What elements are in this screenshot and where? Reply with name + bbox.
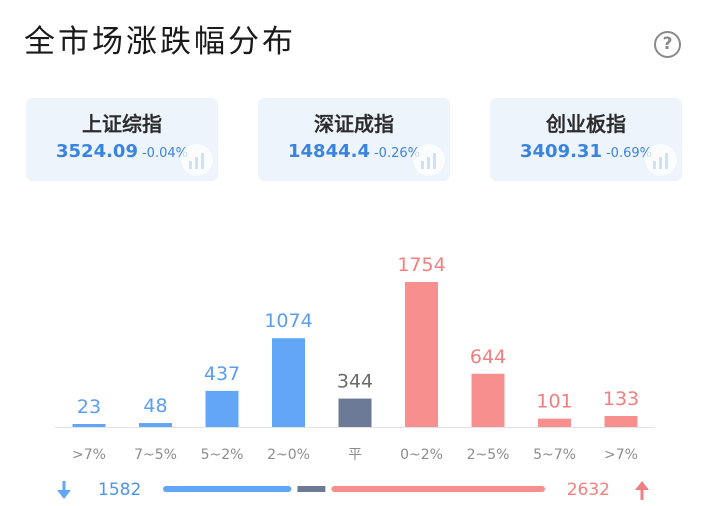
bar-value-label: 101 — [536, 391, 572, 413]
index-value: 3409.31 — [520, 141, 602, 162]
bar[interactable] — [205, 390, 239, 427]
bar[interactable] — [471, 373, 505, 427]
index-card-szse[interactable]: 深证成指 14844.4 -0.26% — [258, 98, 450, 181]
bar-value-label: 644 — [470, 346, 506, 368]
index-value: 3524.09 — [56, 141, 138, 162]
category-label: 7~5% — [134, 447, 177, 463]
page-title: 全市场涨跌幅分布 — [24, 24, 296, 60]
arrow-down-icon — [57, 481, 71, 499]
bar-value-label: 344 — [337, 371, 373, 393]
bar[interactable] — [604, 416, 638, 427]
index-name: 上证综指 — [82, 112, 162, 136]
trend-chart-icon — [645, 144, 677, 176]
flat-ratio-bar — [297, 486, 326, 492]
category-label: >7% — [72, 447, 106, 463]
trend-chart-icon — [181, 144, 213, 176]
category-label: 5~7% — [533, 447, 576, 463]
category-label: 5~2% — [201, 447, 244, 463]
bar[interactable] — [405, 282, 438, 427]
bar[interactable] — [72, 424, 106, 427]
index-card-sse[interactable]: 上证综指 3524.09 -0.04% — [26, 98, 218, 181]
category-label: 0~2% — [400, 447, 443, 463]
bar[interactable] — [139, 423, 172, 427]
index-name: 创业板指 — [546, 112, 626, 136]
bar[interactable] — [338, 398, 372, 427]
up-count: 2632 — [567, 480, 610, 500]
index-change: -0.26% — [373, 146, 420, 161]
bar[interactable] — [272, 338, 305, 427]
bar-value-label: 48 — [143, 395, 167, 417]
bar[interactable] — [538, 418, 571, 427]
bar-value-label: 1074 — [264, 310, 312, 332]
category-label: 平 — [348, 447, 362, 463]
index-change: -0.69% — [605, 146, 652, 161]
bar-value-label: 437 — [204, 363, 240, 385]
down-ratio-bar — [163, 486, 292, 492]
category-label: >7% — [604, 447, 638, 463]
trend-chart-icon — [413, 144, 445, 176]
bar-value-label: 133 — [603, 388, 639, 410]
category-label: 2~5% — [467, 447, 510, 463]
index-value: 14844.4 — [288, 141, 370, 162]
category-label: 2~0% — [267, 447, 310, 463]
index-name: 深证成指 — [314, 112, 394, 136]
bar-value-label: 23 — [77, 396, 101, 418]
index-card-chinext[interactable]: 创业板指 3409.31 -0.69% — [490, 98, 682, 181]
index-change: -0.04% — [141, 146, 188, 161]
arrow-up-icon — [635, 481, 649, 500]
up-ratio-bar — [331, 486, 545, 492]
down-count: 1582 — [98, 480, 141, 500]
help-icon[interactable]: ? — [654, 31, 681, 58]
bar-value-label: 1754 — [397, 254, 445, 276]
